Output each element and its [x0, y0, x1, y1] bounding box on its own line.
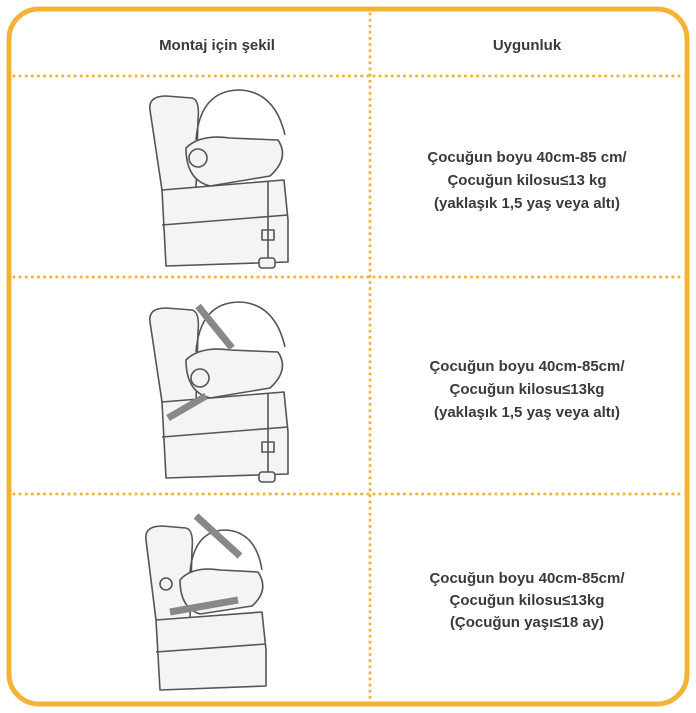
table-border	[6, 6, 690, 707]
suitability-text: Çocuğun boyu 40cm-85 cm/	[427, 149, 627, 166]
header-cell: Montaj için şekil	[159, 37, 275, 54]
suitability-text: Çocuğun boyu 40cm-85cm/	[429, 358, 625, 375]
row-3-illustration	[145, 513, 267, 691]
row-2-illustration	[149, 301, 289, 483]
row-1-illustration	[149, 89, 289, 269]
suitability-text: Çocuğun boyu 40cm-85cm/	[429, 570, 625, 587]
suitability-text: (yaklaşık 1,5 yaş veya altı)	[434, 195, 620, 212]
suitability-text: (yaklaşık 1,5 yaş veya altı)	[434, 404, 620, 421]
suitability-text: Çocuğun kilosu≤13kg	[450, 592, 605, 609]
suitability-text: Çocuğun kilosu≤13 kg	[447, 172, 606, 189]
header-cell: Uygunluk	[493, 37, 562, 54]
suitability-text: (Çocuğun yaşı≤18 ay)	[450, 614, 604, 631]
suitability-text: Çocuğun kilosu≤13kg	[450, 381, 605, 398]
